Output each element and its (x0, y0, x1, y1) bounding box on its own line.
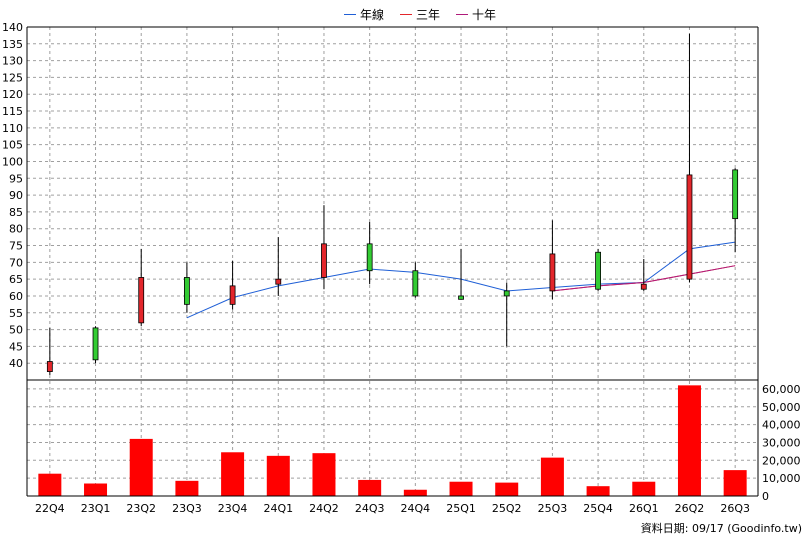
legend-line-annual-icon (344, 14, 356, 15)
category-tick-label: 26Q2 (675, 502, 705, 515)
legend-item-10year: 十年 (456, 6, 496, 23)
volume-bar (175, 480, 199, 496)
volume-bar (84, 483, 108, 496)
volume-bar (540, 457, 564, 496)
price-tick-label: 45 (9, 340, 23, 353)
price-tick-label: 125 (2, 71, 23, 84)
price-tick-label: 75 (9, 240, 23, 253)
candle-body (640, 283, 647, 290)
price-tick-label: 140 (2, 21, 23, 34)
category-tick-label: 22Q4 (35, 502, 65, 515)
candle-body (92, 327, 99, 361)
volume-bar (632, 481, 656, 496)
category-tick-label: 23Q3 (172, 502, 202, 515)
volume-tick-label: 60,000 (762, 383, 801, 396)
candle-body (138, 277, 145, 324)
volume-tick-label: 10,000 (762, 472, 801, 485)
price-tick-label: 120 (2, 88, 23, 101)
price-tick-label: 105 (2, 139, 23, 152)
candle-body (412, 270, 419, 297)
category-tick-label: 24Q4 (401, 502, 431, 515)
volume-bar (677, 385, 701, 496)
candle-body (229, 285, 236, 305)
volume-tick-label: 50,000 (762, 401, 801, 414)
volume-tick-label: 20,000 (762, 454, 801, 467)
volume-bar (586, 486, 610, 496)
candle-body (732, 169, 739, 220)
price-tick-label: 60 (9, 290, 23, 303)
category-tick-label: 24Q3 (355, 502, 385, 515)
volume-bar (449, 481, 473, 496)
volume-tick-label: 30,000 (762, 436, 801, 449)
category-tick-label: 24Q2 (309, 502, 339, 515)
volume-bar (723, 470, 747, 496)
category-tick-label: 25Q4 (583, 502, 613, 515)
volume-bar (358, 479, 382, 496)
candle-body (503, 290, 510, 297)
category-tick-label: 26Q3 (720, 502, 750, 515)
price-tick-label: 110 (2, 122, 23, 135)
price-tick-label: 95 (9, 172, 23, 185)
chart-legend: 年線 三年 十年 (344, 6, 496, 23)
volume-bar (38, 473, 62, 496)
volume-bar (403, 489, 427, 496)
category-tick-label: 23Q2 (126, 502, 156, 515)
legend-label-10year: 十年 (472, 8, 497, 22)
category-tick-label: 23Q4 (218, 502, 248, 515)
volume-tick-label: 0 (762, 490, 769, 503)
plot-background (27, 27, 758, 496)
category-tick-label: 23Q1 (81, 502, 111, 515)
candle-body (321, 243, 327, 278)
legend-item-3year: 三年 (400, 6, 440, 23)
legend-line-3year-icon (400, 14, 413, 15)
candle-body (595, 251, 601, 290)
volume-tick-label: 40,000 (762, 419, 801, 432)
legend-line-10year-icon (456, 14, 469, 15)
category-tick-label: 25Q3 (538, 502, 568, 515)
volume-bar (495, 482, 519, 496)
legend-item-annual: 年線 (344, 6, 384, 23)
volume-bar (266, 455, 290, 496)
price-tick-label: 135 (2, 38, 23, 51)
candle-body (184, 277, 190, 305)
candle-body (46, 361, 53, 372)
candle-body (549, 253, 556, 292)
volume-bar (129, 438, 153, 496)
price-tick-label: 55 (9, 307, 23, 320)
category-tick-label: 25Q1 (446, 502, 476, 515)
price-tick-label: 80 (9, 223, 23, 236)
category-tick-label: 26Q1 (629, 502, 659, 515)
price-tick-label: 40 (9, 357, 23, 370)
price-tick-label: 115 (2, 105, 23, 118)
category-tick-label: 25Q2 (492, 502, 522, 515)
candle-body (458, 295, 464, 300)
volume-bar (221, 452, 245, 496)
legend-label-annual: 年線 (360, 8, 385, 22)
candle-body (686, 174, 693, 280)
volume-bar (312, 453, 336, 496)
legend-label-3year: 三年 (416, 8, 441, 22)
price-tick-label: 65 (9, 273, 23, 286)
price-tick-label: 90 (9, 189, 23, 202)
data-date-footer: 資料日期: 09/17 (Goodinfo.tw) (640, 522, 802, 535)
price-tick-label: 85 (9, 206, 23, 219)
price-tick-label: 70 (9, 256, 23, 269)
candle-body (366, 243, 373, 272)
price-tick-label: 100 (2, 155, 23, 168)
price-tick-label: 50 (9, 324, 23, 337)
candle-body (275, 278, 282, 285)
category-tick-label: 24Q1 (263, 502, 293, 515)
price-tick-label: 130 (2, 55, 23, 68)
